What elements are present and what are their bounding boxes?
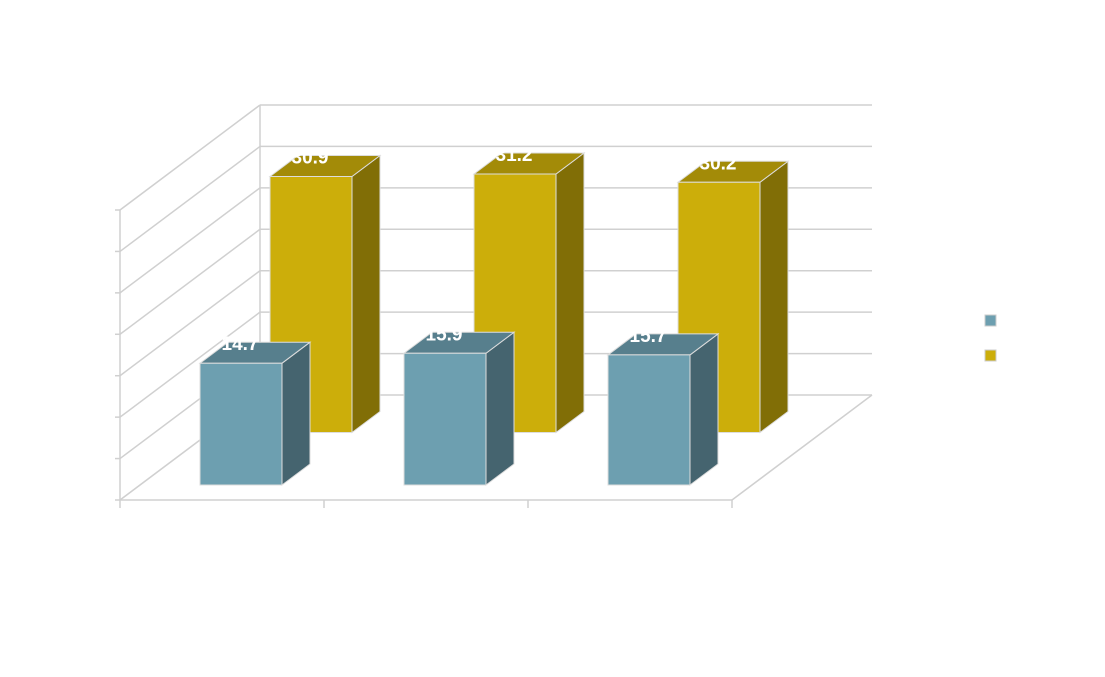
bar [198, 341, 312, 486]
bar-face [485, 331, 515, 486]
grid-line [119, 270, 261, 377]
bar-face [281, 341, 311, 486]
legend-swatch [984, 349, 997, 362]
bar [606, 332, 720, 486]
grid-line [119, 145, 261, 253]
bar [472, 151, 586, 434]
value-label: 31.2 [496, 145, 533, 166]
bar-face [555, 151, 585, 434]
legend-swatch [984, 314, 997, 327]
grid-line [119, 104, 261, 211]
bar-face [199, 362, 283, 486]
bar-face [351, 154, 381, 434]
floor-edge [731, 394, 873, 501]
bar [402, 331, 516, 486]
value-label: 14.7 [222, 334, 259, 355]
grid-line [119, 311, 261, 418]
bar-face [403, 352, 487, 486]
value-label: 15.9 [426, 324, 463, 345]
bar-face [689, 332, 719, 486]
bar-face [759, 160, 789, 434]
grid-line [119, 187, 261, 294]
value-label: 15.7 [630, 326, 667, 347]
value-label: 30.9 [292, 147, 329, 168]
value-label: 30.2 [700, 153, 737, 174]
grid-line [119, 228, 261, 335]
bar-face [607, 354, 691, 486]
